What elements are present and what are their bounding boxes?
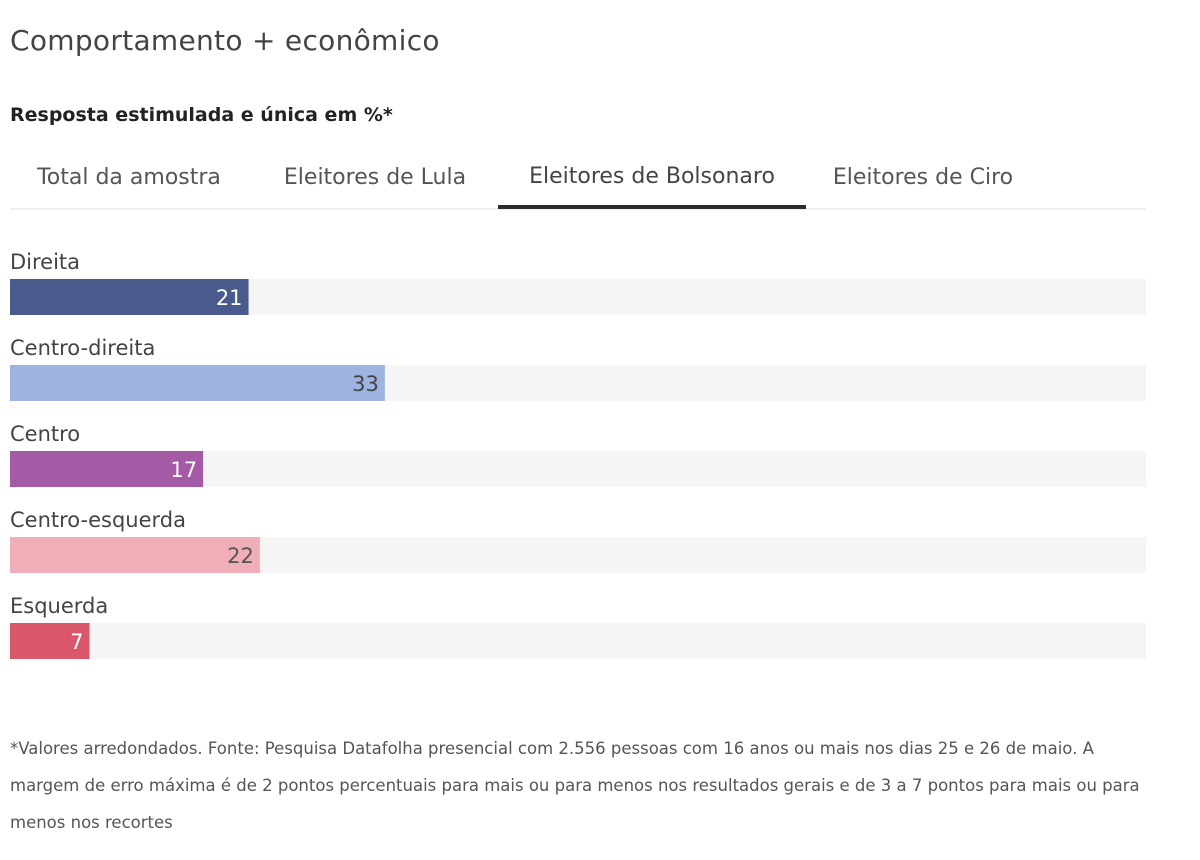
bar-track-esquerda [10,623,1146,659]
bar-value-centro-direita: 33 [352,372,379,396]
bar-value-direita: 21 [216,286,243,310]
category-label-centro-esquerda: Centro-esquerda [10,508,186,532]
bar-direita [10,279,249,315]
bar-centro [10,451,204,487]
bar-value-esquerda: 7 [70,630,83,654]
tab-eleitores-de-ciro[interactable]: Eleitores de Ciro [832,164,1014,190]
bar-esquerda [10,623,90,659]
chart-subtitle: Resposta estimulada e única em %* [10,104,393,126]
tab-eleitores-de-lula[interactable]: Eleitores de Lula [283,164,467,190]
bar-centro-direita [10,365,385,401]
footnote: *Valores arredondados. Fonte: Pesquisa D… [10,739,1140,832]
tab-bar: Total da amostra Eleitores de Lula Eleit… [10,148,1146,210]
bar-centro-esquerda [10,537,260,573]
tab-total-da-amostra[interactable]: Total da amostra [37,164,221,190]
bar-chart: Direita 21 Centro-direita 33 Centro 17 Centro-… [10,250,1146,659]
category-label-centro-direita: Centro-direita [10,336,155,360]
tab-eleitores-de-bolsonaro[interactable]: Eleitores de Bolsonaro [498,148,806,209]
category-label-direita: Direita [10,250,80,274]
bar-value-centro-esquerda: 22 [227,544,254,568]
bar-value-centro: 17 [170,458,197,482]
chart-title: Comportamento + econômico [10,24,440,57]
category-label-centro: Centro [10,422,80,446]
category-label-esquerda: Esquerda [10,594,108,618]
